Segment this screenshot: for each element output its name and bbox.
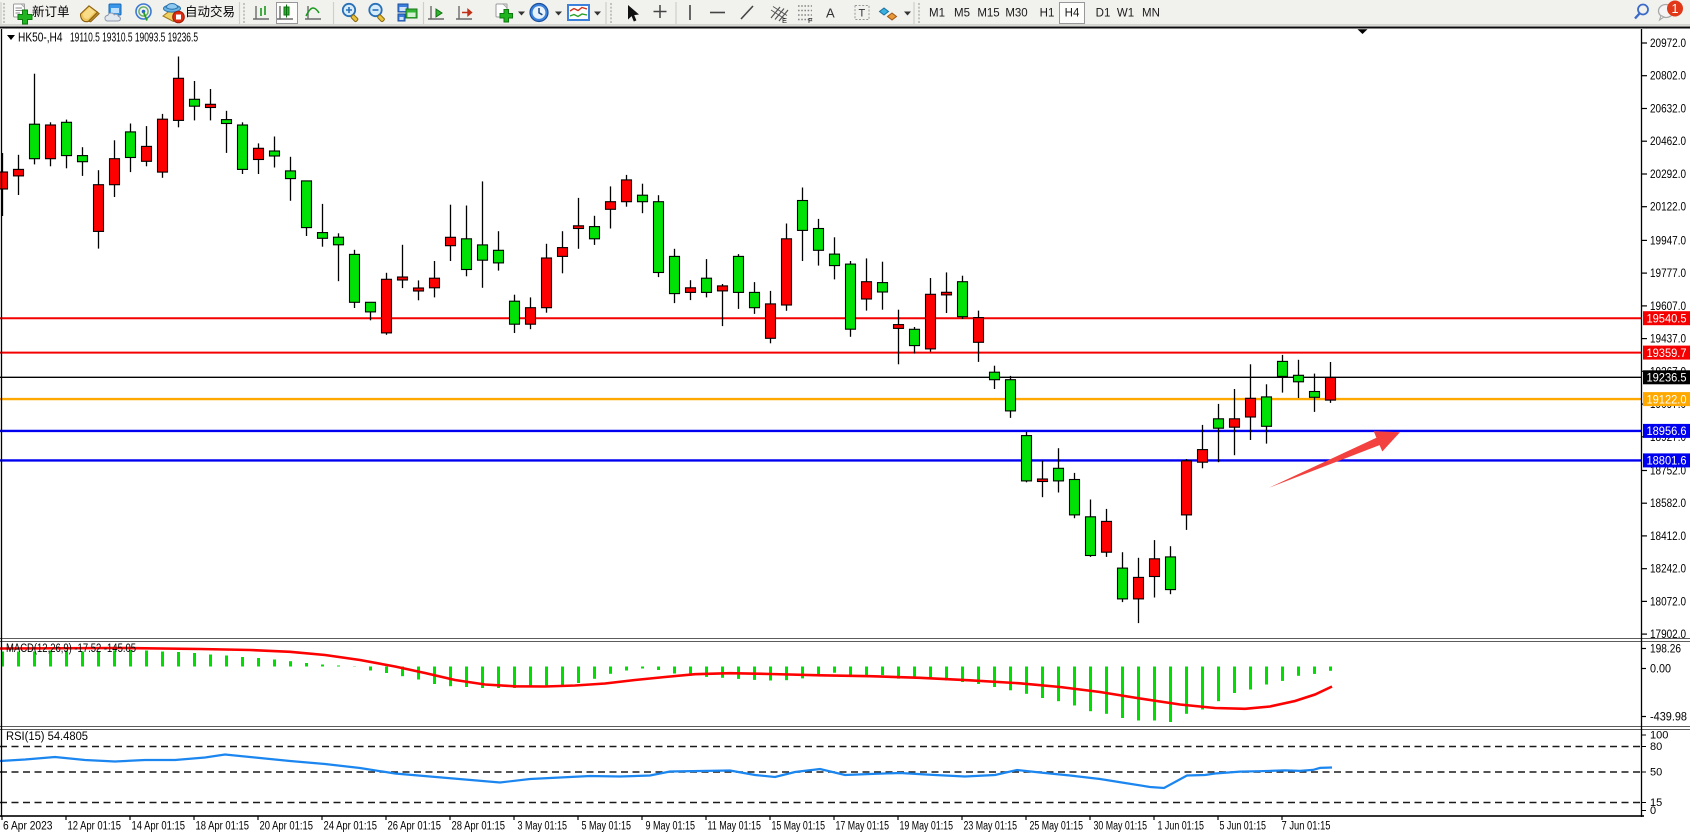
- svg-text:18072.0: 18072.0: [1650, 596, 1686, 608]
- svg-text:198.26: 198.26: [1650, 644, 1681, 656]
- svg-text:MACD(12,26,9) -17.52 -145.05: MACD(12,26,9) -17.52 -145.05: [6, 643, 136, 655]
- svg-text:19777.0: 19777.0: [1650, 268, 1686, 280]
- svg-text:18956.6: 18956.6: [1647, 426, 1687, 438]
- svg-text:19122.0: 19122.0: [1647, 394, 1687, 406]
- svg-text:20 Apr 01:15: 20 Apr 01:15: [260, 821, 314, 833]
- svg-text:3 May 01:15: 3 May 01:15: [518, 821, 568, 833]
- svg-text:25 May 01:15: 25 May 01:15: [1030, 821, 1084, 833]
- svg-text:0.00: 0.00: [1650, 664, 1671, 676]
- svg-text:12 Apr 01:15: 12 Apr 01:15: [68, 821, 122, 833]
- svg-text:19 May 01:15: 19 May 01:15: [900, 821, 954, 833]
- svg-text:0: 0: [1650, 805, 1656, 817]
- svg-text:RSI(15) 54.4805: RSI(15) 54.4805: [6, 731, 88, 743]
- svg-text:F: F: [808, 16, 813, 25]
- svg-text:19437.0: 19437.0: [1650, 334, 1686, 346]
- svg-text:M30: M30: [1005, 8, 1027, 20]
- svg-text:7 Jun 01:15: 7 Jun 01:15: [1282, 821, 1331, 833]
- svg-text:18412.0: 18412.0: [1650, 531, 1686, 543]
- svg-text:新订单: 新订单: [32, 4, 70, 19]
- svg-text:24 Apr 01:15: 24 Apr 01:15: [324, 821, 378, 833]
- svg-text:M15: M15: [977, 8, 999, 20]
- svg-text:自动交易: 自动交易: [185, 4, 235, 19]
- svg-text:1 Jun 01:15: 1 Jun 01:15: [1158, 821, 1205, 833]
- svg-text:HK50-,H4: HK50-,H4: [18, 30, 63, 45]
- svg-text:M1: M1: [929, 8, 945, 20]
- svg-text:20632.0: 20632.0: [1650, 104, 1686, 116]
- svg-text:30 May 01:15: 30 May 01:15: [1094, 821, 1148, 833]
- svg-text:18752.0: 18752.0: [1650, 466, 1686, 478]
- svg-text:19110.5 19310.5 19093.5 19236.: 19110.5 19310.5 19093.5 19236.5: [70, 30, 198, 45]
- svg-text:19359.7: 19359.7: [1647, 348, 1687, 360]
- svg-text:A: A: [826, 6, 835, 21]
- svg-text:5 May 01:15: 5 May 01:15: [582, 821, 632, 833]
- svg-text:19607.0: 19607.0: [1650, 301, 1686, 313]
- svg-text:1: 1: [1672, 2, 1679, 16]
- svg-text:19947.0: 19947.0: [1650, 235, 1686, 247]
- svg-text:20292.0: 20292.0: [1650, 169, 1686, 181]
- svg-text:19540.5: 19540.5: [1647, 313, 1687, 325]
- svg-text:20972.0: 20972.0: [1650, 38, 1686, 50]
- svg-text:50: 50: [1650, 767, 1662, 779]
- svg-text:18242.0: 18242.0: [1650, 564, 1686, 576]
- svg-text:18 Apr 01:15: 18 Apr 01:15: [196, 821, 250, 833]
- svg-text:80: 80: [1650, 741, 1662, 753]
- svg-text:20122.0: 20122.0: [1650, 202, 1686, 214]
- svg-text:20802.0: 20802.0: [1650, 71, 1686, 83]
- svg-text:E: E: [782, 16, 787, 25]
- svg-text:17902.0: 17902.0: [1650, 629, 1686, 641]
- svg-text:D1: D1: [1096, 8, 1111, 20]
- svg-text:15: 15: [1650, 797, 1662, 809]
- svg-text:14 Apr 01:15: 14 Apr 01:15: [132, 821, 186, 833]
- svg-text:23 May 01:15: 23 May 01:15: [964, 821, 1018, 833]
- svg-text:15 May 01:15: 15 May 01:15: [772, 821, 826, 833]
- svg-text:18801.6: 18801.6: [1647, 456, 1687, 468]
- svg-text:5 Jun 01:15: 5 Jun 01:15: [1220, 821, 1267, 833]
- svg-text:MN: MN: [1142, 8, 1160, 20]
- svg-text:6 Apr 2023: 6 Apr 2023: [3, 821, 53, 833]
- svg-text:18582.0: 18582.0: [1650, 498, 1686, 510]
- svg-text:19236.5: 19236.5: [1647, 373, 1687, 385]
- svg-text:-439.98: -439.98: [1650, 712, 1687, 724]
- svg-text:11 May 01:15: 11 May 01:15: [708, 821, 762, 833]
- svg-text:H1: H1: [1040, 8, 1055, 20]
- svg-text:M5: M5: [954, 8, 970, 20]
- svg-text:9 May 01:15: 9 May 01:15: [646, 821, 696, 833]
- svg-text:20462.0: 20462.0: [1650, 136, 1686, 148]
- svg-text:W1: W1: [1117, 8, 1134, 20]
- svg-text:100: 100: [1650, 730, 1668, 742]
- svg-text:H4: H4: [1065, 8, 1080, 20]
- svg-text:17 May 01:15: 17 May 01:15: [836, 821, 890, 833]
- svg-text:T: T: [859, 8, 866, 20]
- svg-text:26 Apr 01:15: 26 Apr 01:15: [388, 821, 442, 833]
- svg-text:28 Apr 01:15: 28 Apr 01:15: [452, 821, 506, 833]
